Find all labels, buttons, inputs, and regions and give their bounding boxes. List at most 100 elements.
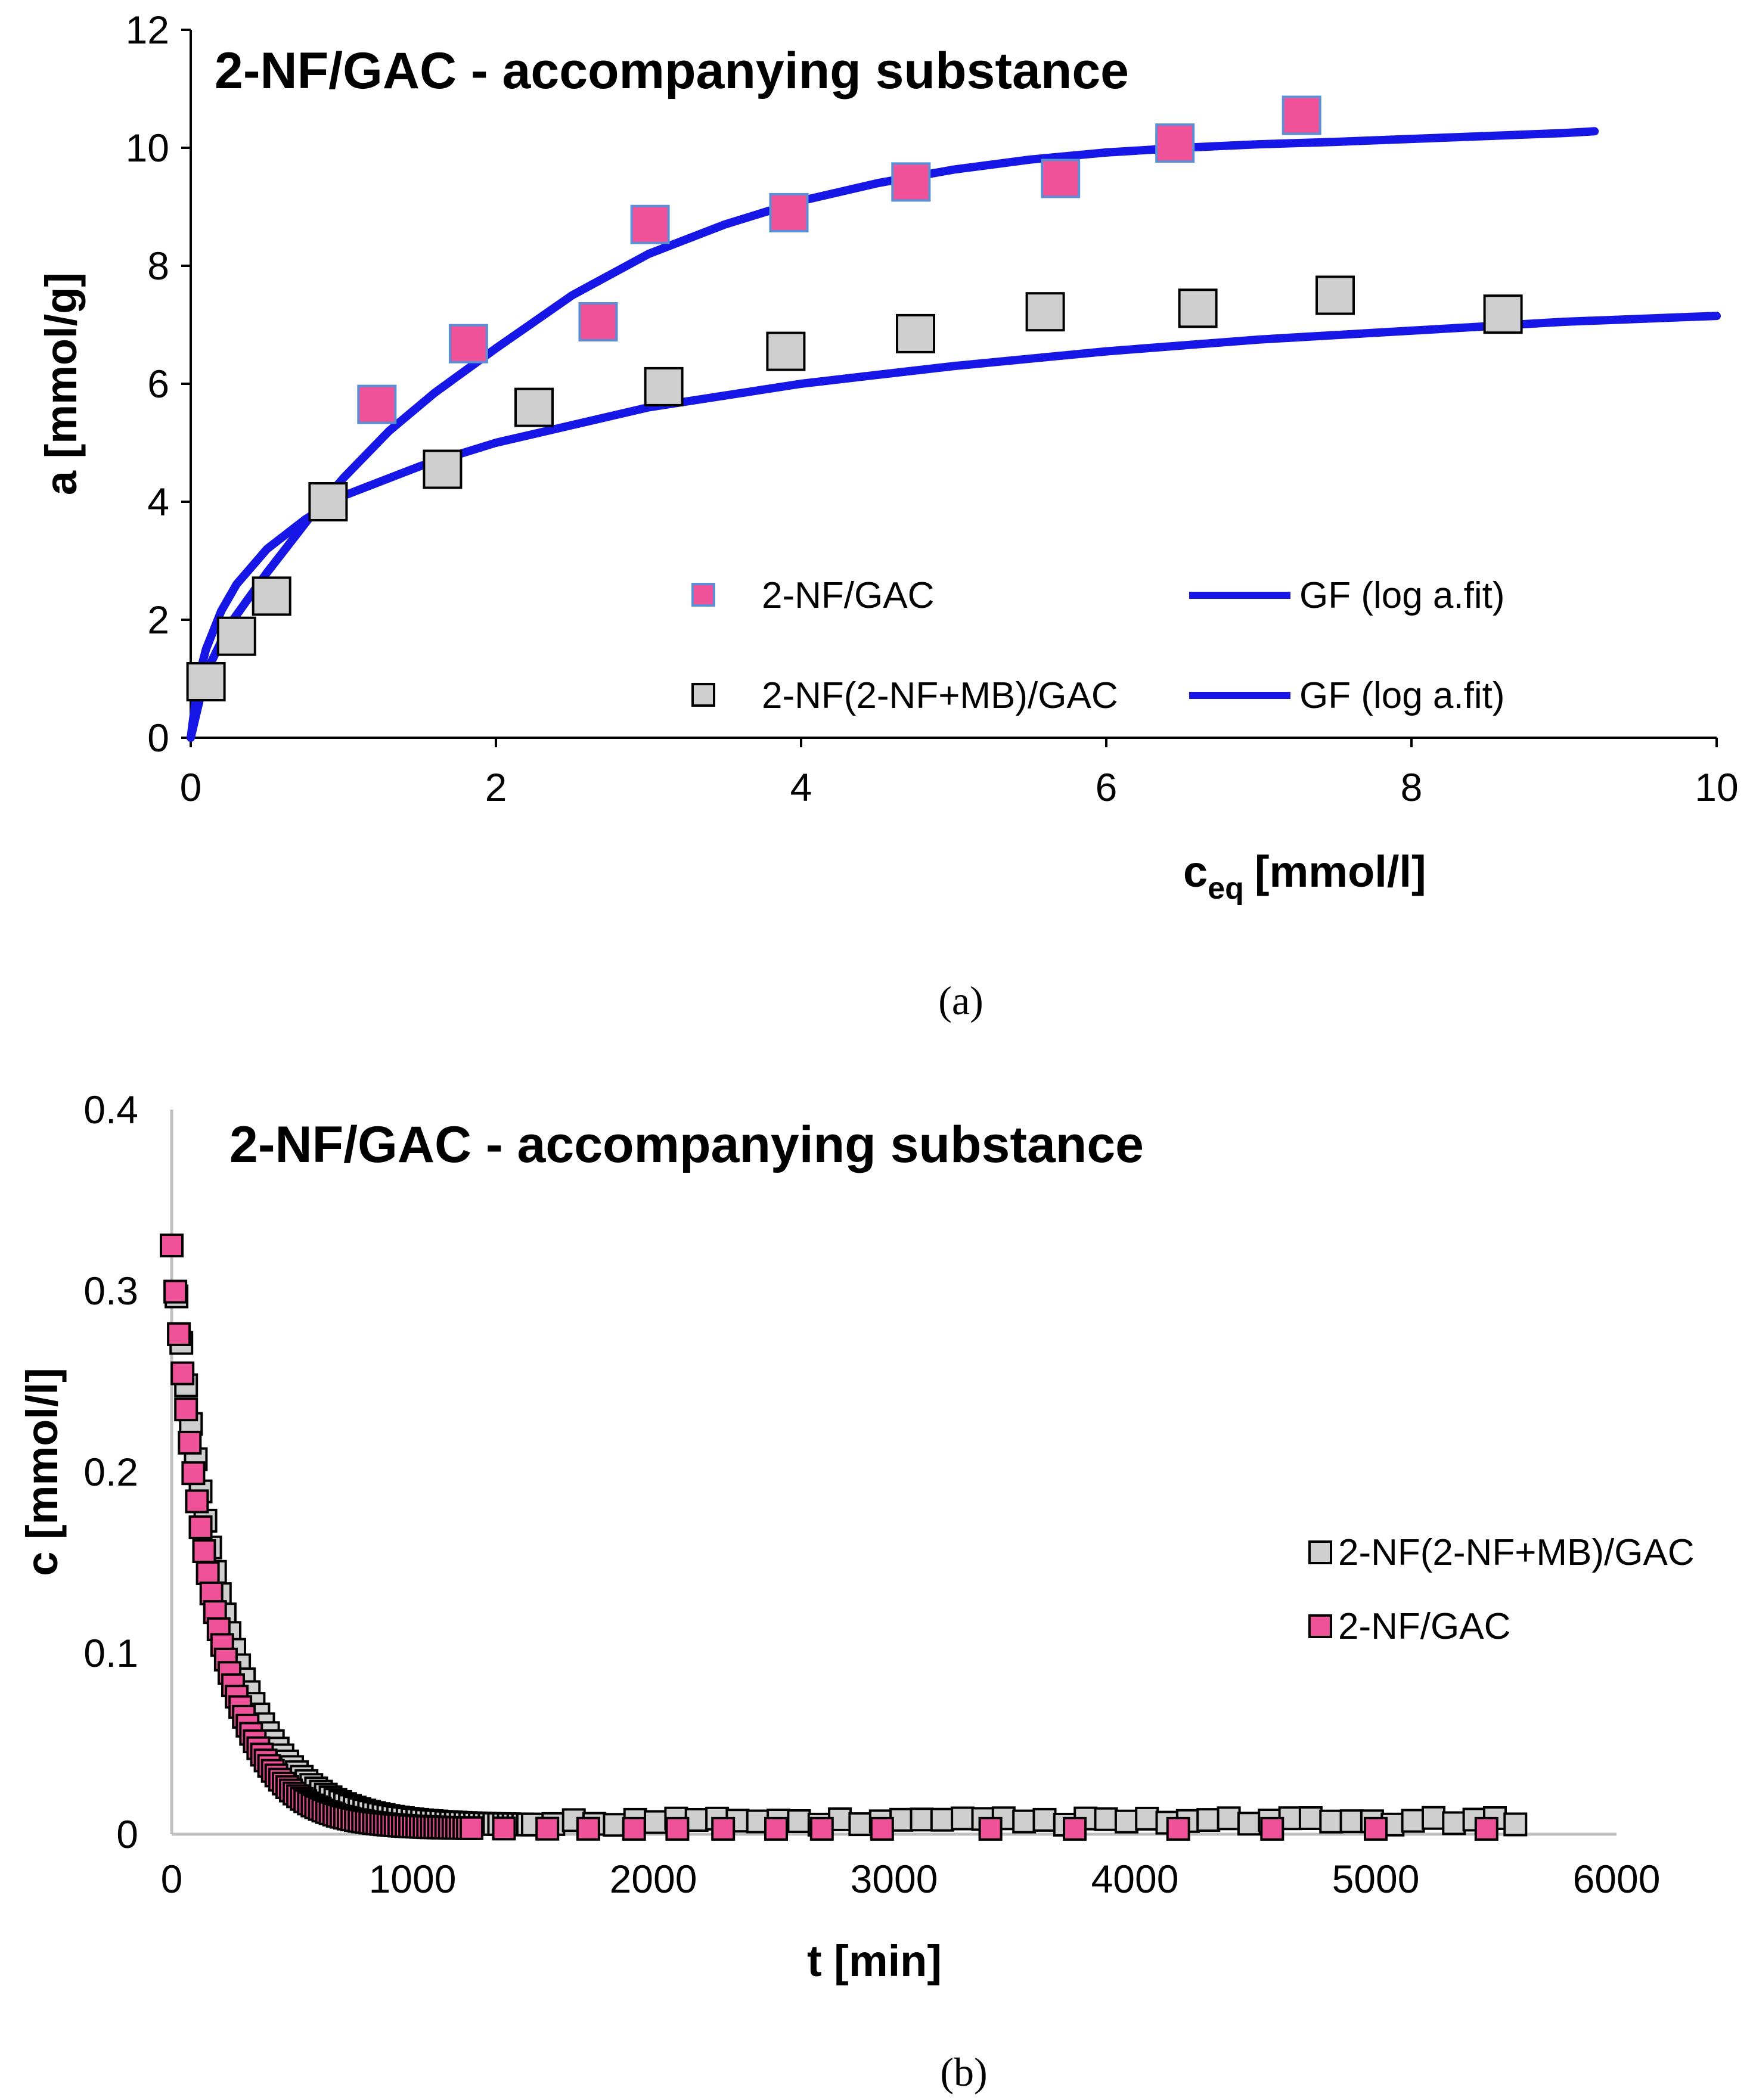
chart-b-y-tick-label: 0.2 [83, 1450, 138, 1494]
chart-a-title: 2-NF/GAC - accompanying substance [215, 42, 1129, 100]
chart-a-point-s0-3 [630, 204, 670, 244]
legend-b-label-pink: 2-NF/GAC [1338, 1606, 1510, 1647]
chart-a-fit-line-3 [187, 312, 1721, 742]
chart-b-point-pink-85 [535, 1816, 560, 1841]
chart-a-point-s0-8 [1282, 95, 1321, 135]
chart-a-x-label-sub: eq [1208, 871, 1244, 906]
chart-a-y-tick-label: 0 [147, 716, 169, 760]
chart-b-point-gray-123 [1503, 1812, 1528, 1837]
chart-a-x-tick-label: 4 [790, 765, 812, 809]
chart-b-point-pink-93 [978, 1816, 1003, 1841]
chart-b-markers [160, 1234, 1528, 1841]
chart-b-point-pink-90 [764, 1816, 788, 1841]
chart-a-y-tick-label: 4 [147, 480, 169, 524]
chart-b-point-gray-105 [1135, 1806, 1159, 1831]
chart-a-point-s2-1 [216, 616, 256, 656]
chart-b-point-pink-86 [576, 1816, 600, 1841]
chart-a-y-tick-label: 2 [147, 598, 169, 642]
chart-a-point-s2-4 [423, 449, 463, 489]
legend-a-label-gray: 2-NF(2-NF+MB)/GAC [762, 675, 1118, 716]
chart-b-x-label: t [min] [807, 1936, 942, 1986]
chart-a-point-s2-5 [514, 387, 554, 427]
chart-a-y-label: a [mmol/g] [36, 272, 86, 495]
chart-b-x-tick-label: 5000 [1332, 1857, 1420, 1901]
chart-a-point-s0-4 [769, 192, 809, 232]
chart-a-point-s2-10 [1178, 288, 1218, 328]
chart-b-point-pink-10 [196, 1561, 220, 1585]
chart-b-point-pink-94 [1063, 1816, 1087, 1841]
chart-a-y-tick-label: 10 [126, 126, 169, 170]
chart-b-point-gray-95 [930, 1807, 954, 1832]
chart-b-point-gray-100 [1032, 1807, 1057, 1832]
chart-a-fit-line-1 [187, 127, 1599, 742]
legend-b-label-gray: 2-NF(2-NF+MB)/GAC [1338, 1532, 1695, 1573]
chart-b-point-gray-81 [644, 1810, 668, 1834]
chart-a-x-label-unit: [mmol/l] [1255, 847, 1426, 896]
chart-b-point-pink-2 [167, 1322, 191, 1346]
chart-b-point-pink-97 [1364, 1816, 1388, 1841]
chart-b-point-pink-98 [1474, 1816, 1498, 1841]
chart-b-point-pink-89 [711, 1816, 736, 1841]
chart-a-x-tick-label: 6 [1096, 765, 1118, 809]
chart-a-markers [186, 95, 1523, 701]
chart-b-point-gray-99 [1012, 1809, 1037, 1834]
chart-b-point-pink-91 [809, 1816, 834, 1841]
chart-b-title: 2-NF/GAC - accompanying substance [229, 1116, 1144, 1173]
chart-a-caption-text: (a) [938, 978, 983, 1023]
chart-b-point-pink-6 [181, 1461, 206, 1486]
chart-b-point-gray-114 [1319, 1809, 1344, 1834]
chart-a-point-s0-7 [1155, 123, 1195, 163]
chart-a-point-s2-0 [186, 662, 226, 701]
chart-b-point-pink-1 [163, 1279, 188, 1304]
chart-a-point-s2-2 [252, 576, 291, 616]
chart-b-legend: 2-NF(2-NF+MB)/GAC 2-NF/GAC [1308, 1532, 1695, 1647]
chart-b-point-gray-110 [1237, 1812, 1261, 1836]
chart-a-x-ticks: 0 2 4 6 8 10 [180, 738, 1739, 809]
chart-a-point-s2-11 [1315, 275, 1355, 315]
chart-b-caption: (b) [940, 2049, 987, 2095]
chart-b-point-gray-88 [787, 1809, 811, 1833]
chart-b-point-gray-113 [1298, 1806, 1323, 1830]
chart-b-x-ticks: 0 1000 2000 3000 4000 5000 6000 [161, 1857, 1661, 1901]
chart-a-point-s2-6 [644, 366, 684, 406]
legend-b-swatch-gray [1308, 1540, 1332, 1564]
chart-b-point-gray-104 [1114, 1809, 1138, 1834]
chart-b-point-pink-92 [870, 1816, 894, 1841]
chart-b-point-pink-84 [492, 1816, 516, 1841]
legend-a-label-pink: 2-NF/GAC [762, 575, 934, 616]
chart-a-point-s2-8 [896, 313, 935, 353]
chart-a-point-s0-5 [891, 162, 931, 202]
chart-a-point-s0-1 [448, 324, 488, 364]
chart-a-point-s0-0 [357, 384, 397, 424]
chart-b-point-pink-4 [174, 1397, 198, 1422]
chart-a-legend: 2-NF/GAC GF (log a.fit) 2-NF(2-NF+MB)/GA… [691, 575, 1505, 716]
chart-b-point-pink-8 [188, 1515, 213, 1539]
chart-b-point-gray-118 [1401, 1809, 1425, 1833]
chart-b-point-gray-94 [910, 1807, 934, 1832]
chart-b-y-tick-label: 0 [116, 1812, 138, 1856]
chart-a-x-tick-label: 10 [1695, 765, 1738, 809]
legend-b-swatch-pink [1308, 1614, 1332, 1638]
chart-b-point-gray-103 [1094, 1807, 1118, 1831]
chart-a: 2-NF/GAC - accompanying substance 0 2 4 6 8 1… [36, 8, 1739, 1023]
chart-b-x-tick-label: 1000 [369, 1857, 457, 1901]
chart-a-point-s2-7 [766, 331, 806, 371]
chart-a-caption: (a) [938, 978, 983, 1023]
chart-b-point-gray-109 [1217, 1806, 1241, 1831]
chart-b-point-pink-95 [1166, 1816, 1190, 1841]
chart-b-x-tick-label: 0 [161, 1857, 183, 1901]
chart-b-point-pink-96 [1260, 1816, 1285, 1841]
chart-a-y-tick-label: 12 [126, 8, 169, 52]
chart-b-point-pink-7 [185, 1489, 209, 1514]
chart-b-x-tick-label: 4000 [1091, 1857, 1179, 1901]
chart-a-point-s0-2 [578, 302, 618, 341]
chart-b-point-pink-3 [170, 1361, 195, 1385]
chart-a-x-tick-label: 8 [1401, 765, 1423, 809]
chart-a-y-tick-label: 6 [147, 362, 169, 406]
chart-a-x-label: ceq [mmol/l] [1183, 847, 1426, 906]
chart-b-x-tick-label: 3000 [851, 1857, 938, 1901]
chart-b-y-tick-label: 0.4 [83, 1088, 138, 1132]
legend-a-swatch-pink [691, 583, 715, 607]
chart-a-point-s2-12 [1483, 294, 1523, 334]
